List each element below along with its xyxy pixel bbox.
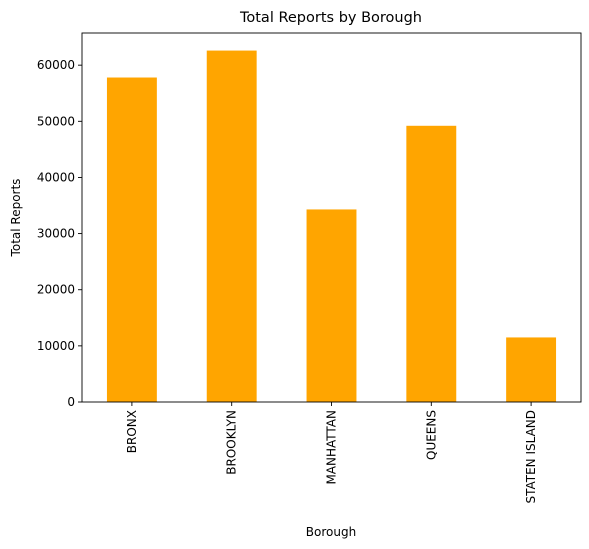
y-tick-label: 0: [67, 395, 75, 409]
x-tick-label: MANHATTAN: [325, 410, 339, 485]
y-axis-label: Total Reports: [9, 179, 23, 258]
x-tick-label: BROOKLYN: [225, 410, 239, 475]
x-tick-label: QUEENS: [424, 410, 438, 460]
y-tick-label: 30000: [37, 227, 75, 241]
y-tick-label: 60000: [37, 58, 75, 72]
y-axis: 0 10000 20000 30000 40000 50000 60000: [37, 58, 82, 409]
bar-brooklyn: [206, 50, 257, 402]
bars-group: [106, 50, 557, 402]
y-tick-label: 10000: [37, 339, 75, 353]
y-tick-label: 20000: [37, 283, 75, 297]
x-tick-label: STATEN ISLAND: [524, 410, 538, 504]
y-tick-label: 50000: [37, 114, 75, 128]
plot-frame: [81, 32, 582, 403]
chart-title: Total Reports by Borough: [239, 10, 422, 26]
bar-bronx: [106, 77, 157, 402]
x-axis: BRONX BROOKLYN MANHATTAN QUEENS STATEN ISLAN…: [125, 402, 538, 504]
x-axis-label: Borough: [306, 525, 356, 539]
bar-staten-island: [506, 337, 557, 402]
bar-queens: [406, 125, 457, 402]
y-tick-label: 40000: [37, 170, 75, 184]
x-tick-label: BRONX: [125, 410, 139, 453]
bar-manhattan: [306, 209, 357, 402]
